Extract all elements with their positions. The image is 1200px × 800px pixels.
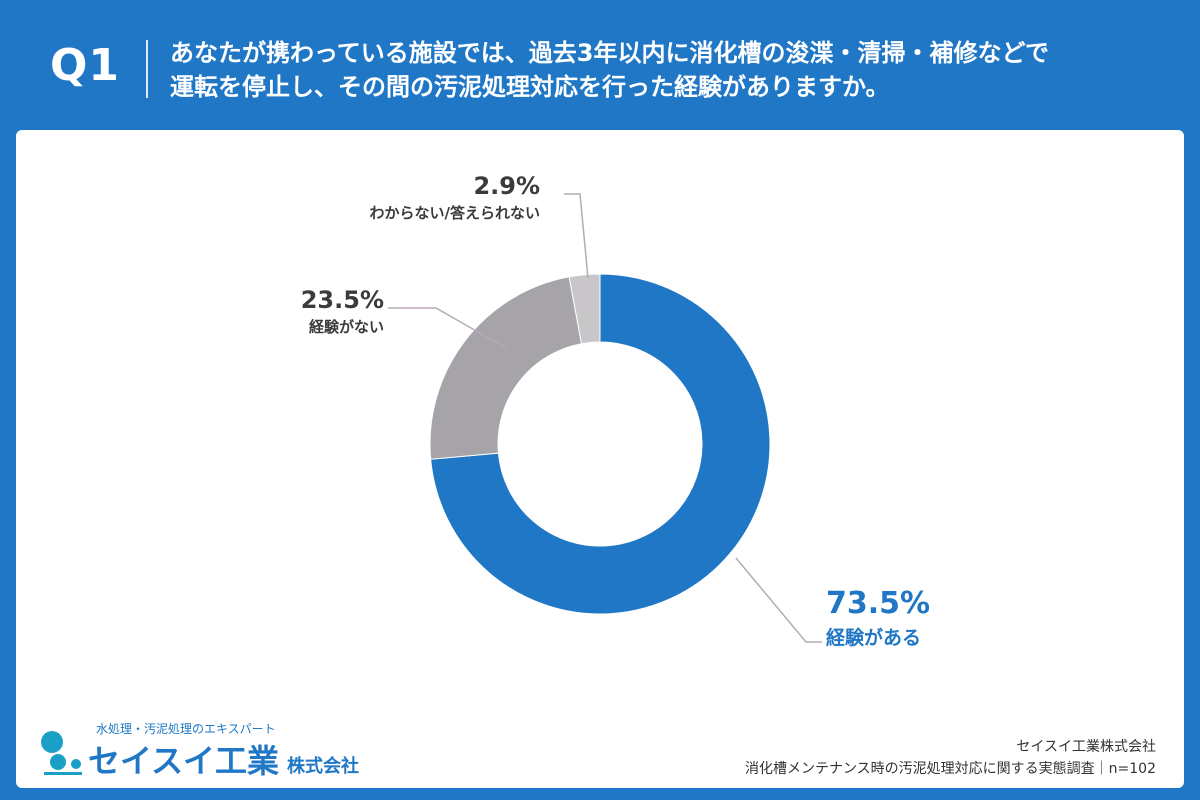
- label-not-experienced: 23.5% 経験がない: [216, 286, 384, 337]
- question-number: Q1: [50, 40, 121, 91]
- company-logo: 水処理・汚泥処理のエキスパート セイスイ工業 株式会社: [38, 720, 398, 780]
- header-divider: [146, 40, 148, 98]
- label-unknown: 2.9% わからない/答えられない: [266, 172, 540, 223]
- question-line-2: 運転を停止し、その間の汚泥処理対応を行った経験がありますか。: [170, 73, 890, 101]
- droplet-logo-icon: [41, 731, 82, 775]
- logo-tagline: 水処理・汚泥処理のエキスパート: [96, 722, 276, 736]
- logo-name-main: セイスイ工業: [88, 742, 280, 780]
- leader-line-not-experienced: [388, 307, 507, 349]
- donut-slice-0: [430, 273, 771, 615]
- credit-company: セイスイ工業株式会社: [1016, 739, 1156, 755]
- question-header: Q1 あなたが携わっている施設では、過去3年以内に消化槽の浚渫・清掃・補修などで…: [0, 0, 1200, 130]
- pct-experienced: 73.5%: [826, 586, 931, 621]
- pct-not-experienced: 23.5%: [300, 286, 384, 314]
- question-line-1: あなたが携わっている施設では、過去3年以内に消化槽の浚渫・清掃・補修などで: [170, 39, 1050, 67]
- credit-survey: 消化槽メンテナンス時の汚泥処理対応に関する実態調査｜n=102: [744, 761, 1156, 777]
- leader-line-unknown: [564, 193, 589, 279]
- cat-experienced: 経験がある: [826, 627, 922, 649]
- label-experienced: 73.5% 経験がある: [826, 586, 1026, 650]
- cat-not-experienced: 経験がない: [308, 318, 384, 336]
- source-credit: セイスイ工業株式会社 消化槽メンテナンス時の汚泥処理対応に関する実態調査｜n=1…: [745, 736, 1156, 780]
- chart-panel: 2.9% わからない/答えられない 23.5% 経験がない 73.5% 経験があ…: [16, 130, 1184, 788]
- donut-slices: [429, 273, 771, 615]
- logo-name-suffix: 株式会社: [287, 756, 360, 777]
- donut-chart: [388, 193, 822, 643]
- donut-slice-1: [429, 276, 583, 460]
- cat-unknown: わからない/答えられない: [369, 204, 540, 222]
- leader-line-experienced: [735, 557, 822, 643]
- question-text: あなたが携わっている施設では、過去3年以内に消化槽の浚渫・清掃・補修などで 運転…: [170, 36, 1170, 104]
- pct-unknown: 2.9%: [473, 172, 540, 200]
- donut-slice-2: [568, 273, 601, 345]
- logo-name: セイスイ工業 株式会社: [88, 736, 359, 782]
